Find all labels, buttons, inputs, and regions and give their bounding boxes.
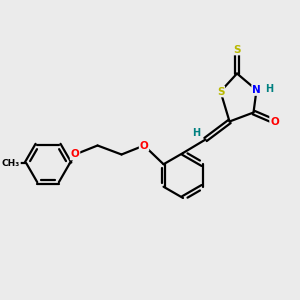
Text: CH₃: CH₃	[2, 159, 20, 168]
Text: H: H	[192, 128, 200, 138]
Text: S: S	[233, 44, 241, 55]
Text: N: N	[252, 85, 261, 95]
Text: H: H	[265, 83, 273, 94]
Text: O: O	[270, 116, 279, 127]
Text: O: O	[140, 140, 148, 151]
Text: O: O	[71, 149, 80, 160]
Text: S: S	[217, 86, 224, 97]
